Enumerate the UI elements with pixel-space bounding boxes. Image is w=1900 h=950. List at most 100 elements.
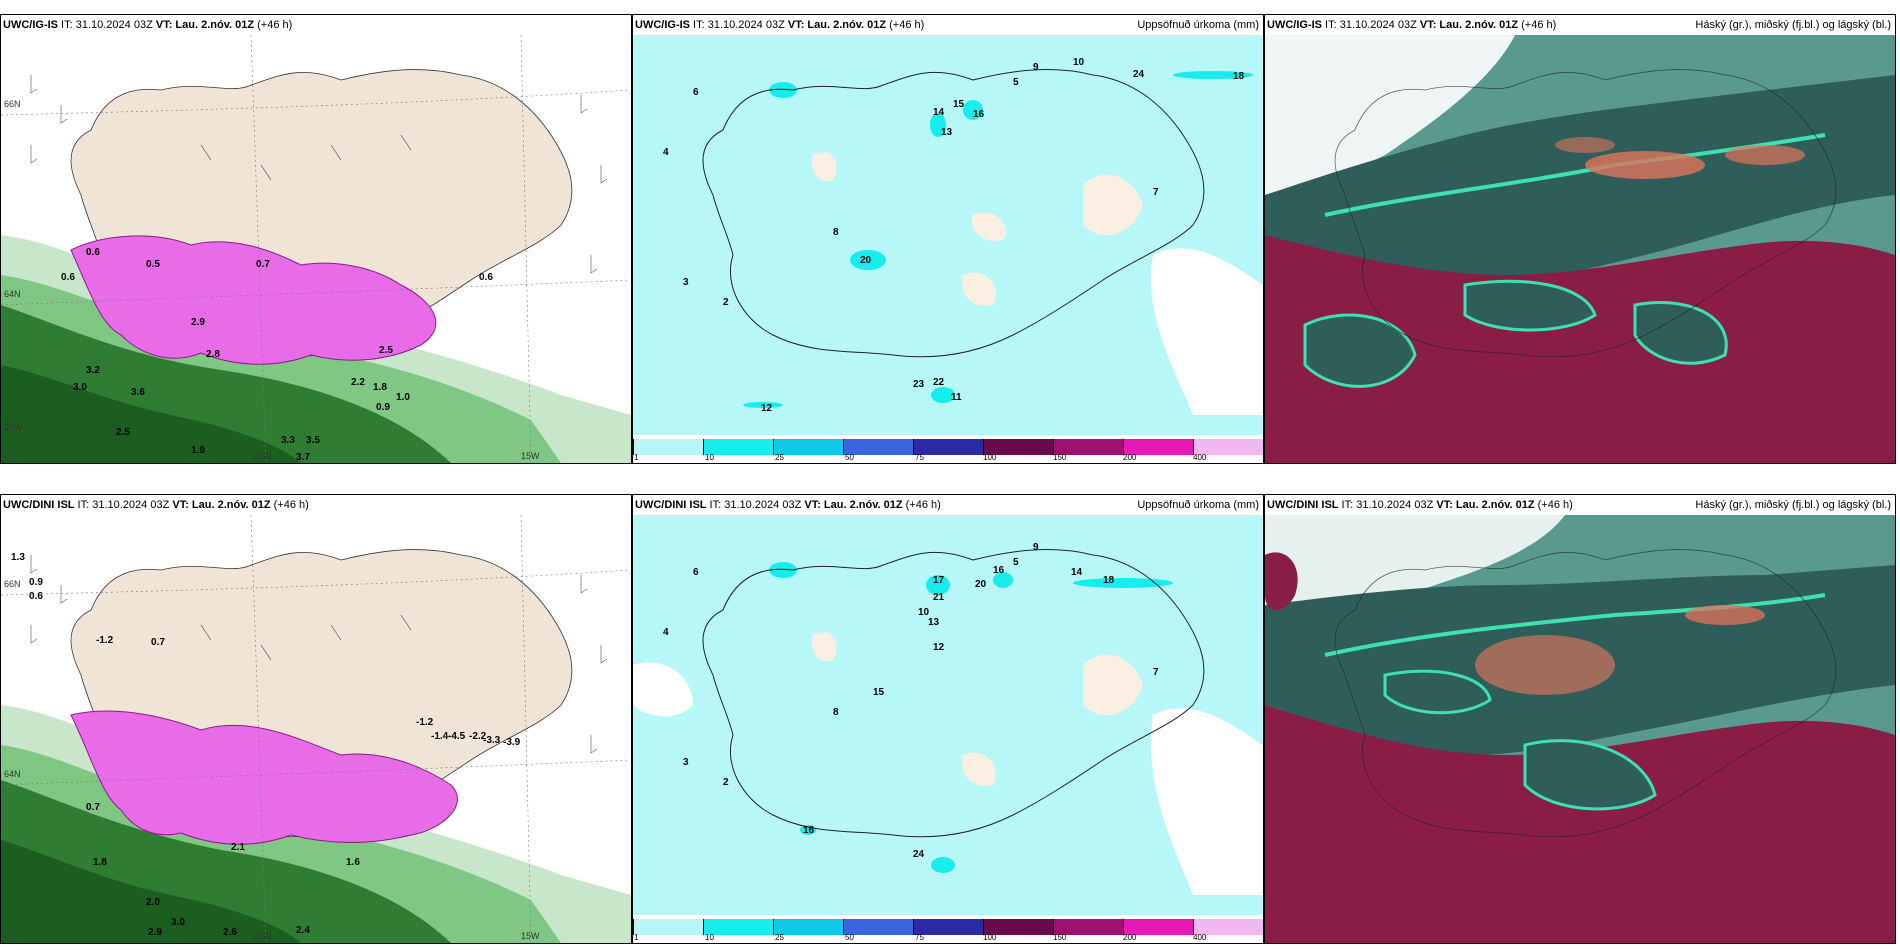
colorbar-label: 25 — [775, 453, 784, 462]
colorbar-label: 10 — [705, 933, 714, 942]
lon-label: 15W — [521, 931, 540, 941]
snow-value: 2.4 — [296, 925, 310, 936]
precip-value: 22 — [933, 377, 945, 388]
cloud-map — [1265, 515, 1895, 943]
lat-label: 66N — [4, 579, 21, 589]
snow-value: 2.6 — [223, 927, 237, 938]
precip-panel-bottom: UWC/DINI ISL IT: 31.10.2024 03Z VT: Lau.… — [632, 494, 1264, 944]
colorbar-cell — [633, 439, 703, 455]
colorbar-cell — [983, 919, 1053, 935]
snow-value: -1.2 — [96, 635, 114, 646]
colorbar — [633, 439, 1263, 455]
colorbar-cell — [1053, 919, 1123, 935]
precip-map: 17 16 21 14 12 13 10 24 16 7 5 6 4 3 2 9… — [633, 515, 1263, 915]
colorbar-label: 200 — [1123, 933, 1137, 942]
colorbar-label: 10 — [705, 453, 714, 462]
snow-value: 2.0 — [146, 897, 160, 908]
snow-value: 2.5 — [379, 345, 393, 356]
lat-label: 64N — [4, 769, 21, 779]
colorbar-label: 200 — [1123, 453, 1137, 462]
precip-value: 14 — [1071, 567, 1083, 578]
precip-value: 15 — [873, 687, 885, 698]
precip-value: 14 — [933, 107, 945, 118]
snow-value: -1.4 — [431, 731, 449, 742]
snow-panel-top: UWC/IG-IS IT: 31.10.2024 03Z VT: Lau. 2.… — [0, 14, 632, 464]
precip-value: 21 — [933, 592, 945, 603]
panel-title: UWC/DINI ISL IT: 31.10.2024 03Z VT: Lau.… — [3, 499, 309, 511]
snow-value: 2.9 — [191, 317, 205, 328]
panel-title: UWC/DINI ISL IT: 31.10.2024 03Z VT: Lau.… — [635, 499, 941, 511]
snow-value: 2.5 — [116, 427, 130, 438]
snow-value: 1.8 — [373, 382, 387, 393]
precip-value: 9 — [1033, 542, 1039, 553]
precip-value: 5 — [1013, 77, 1019, 88]
colorbar-label: 400 — [1193, 453, 1207, 462]
colorbar-label: 25 — [775, 933, 784, 942]
snow-value: 3.0 — [73, 382, 87, 393]
precip-value: 9 — [1033, 62, 1039, 73]
colorbar-cell — [983, 439, 1053, 455]
precip-value: 3 — [683, 277, 689, 288]
lon-label: 20W — [253, 931, 272, 941]
precip-value: 17 — [933, 575, 945, 586]
snow-value: 0.6 — [479, 272, 493, 283]
snow-map: 66N 64N 20W 15W 25W 0.6 0.6 0.5 0.7 2.9 … — [1, 35, 631, 463]
colorbar-label: 1 — [634, 933, 639, 942]
panel-title: UWC/IG-IS IT: 31.10.2024 03Z VT: Lau. 2.… — [635, 19, 925, 31]
precip-value: 4 — [663, 147, 669, 158]
precip-value: 15 — [953, 99, 965, 110]
snow-value: -1.2 — [416, 717, 434, 728]
precip-title: Uppsöfnuð úrkoma (mm) — [1137, 19, 1259, 31]
snow-value: 3.5 — [306, 435, 320, 446]
colorbar-cell — [843, 439, 913, 455]
snow-value: 1.0 — [396, 392, 410, 403]
colorbar-cell — [633, 919, 703, 935]
colorbar-cell — [703, 919, 773, 935]
precip-value: 6 — [693, 87, 699, 98]
colorbar-label: 100 — [983, 453, 997, 462]
colorbar-label: 100 — [983, 933, 997, 942]
snow-value: 1.6 — [346, 857, 360, 868]
snow-value: 3.3 — [281, 435, 295, 446]
precip-panel-top: UWC/IG-IS IT: 31.10.2024 03Z VT: Lau. 2.… — [632, 14, 1264, 464]
colorbar-labels: 1 10 25 50 75 100 150 200 400 — [633, 453, 1263, 463]
precip-value: 5 — [1013, 557, 1019, 568]
colorbar-label: 75 — [915, 453, 924, 462]
colorbar-label: 75 — [915, 933, 924, 942]
snow-value: 0.9 — [376, 402, 390, 413]
colorbar-label: 1 — [634, 453, 639, 462]
precip-value: 11 — [951, 392, 962, 403]
snow-value: 3.2 — [86, 365, 100, 376]
colorbar-cell — [1123, 919, 1193, 935]
precip-value: 2 — [723, 777, 729, 788]
colorbar-cell — [1123, 439, 1193, 455]
snow-value: 0.6 — [86, 247, 100, 258]
cloud-panel-top: UWC/IG-IS IT: 31.10.2024 03Z VT: Lau. 2.… — [1264, 14, 1896, 464]
colorbar — [633, 919, 1263, 935]
precip-value: 23 — [913, 379, 925, 390]
snow-value: 0.7 — [256, 259, 270, 270]
colorbar-labels: 1 10 25 50 75 100 150 200 400 — [633, 933, 1263, 943]
snow-value: 2.1 — [231, 842, 245, 853]
snow-value: 0.9 — [29, 577, 43, 588]
cloud-map — [1265, 35, 1895, 463]
snow-map: 66N 64N 20W 15W 1.3 0.9 0.6 -1.2 0.7 1.8… — [1, 515, 631, 943]
precip-value: 18 — [1103, 575, 1115, 586]
snow-value: 1.8 — [93, 857, 107, 868]
lon-label: 20W — [253, 451, 272, 461]
snow-value: 2.9 — [148, 927, 162, 938]
precip-value: 12 — [933, 642, 945, 653]
snow-value: 2.8 — [206, 349, 220, 360]
precip-value: 20 — [860, 255, 872, 266]
precip-value: 13 — [928, 617, 940, 628]
colorbar-cell — [913, 919, 983, 935]
lat-label: 64N — [4, 289, 21, 299]
colorbar-cell — [703, 439, 773, 455]
lon-label: 15W — [521, 451, 540, 461]
lon-label: 25W — [4, 422, 23, 432]
colorbar-label: 150 — [1053, 453, 1067, 462]
precip-value: 16 — [973, 109, 985, 120]
precip-value: 12 — [761, 403, 773, 414]
snow-value: 0.7 — [86, 802, 100, 813]
snow-value: 0.6 — [61, 272, 75, 283]
